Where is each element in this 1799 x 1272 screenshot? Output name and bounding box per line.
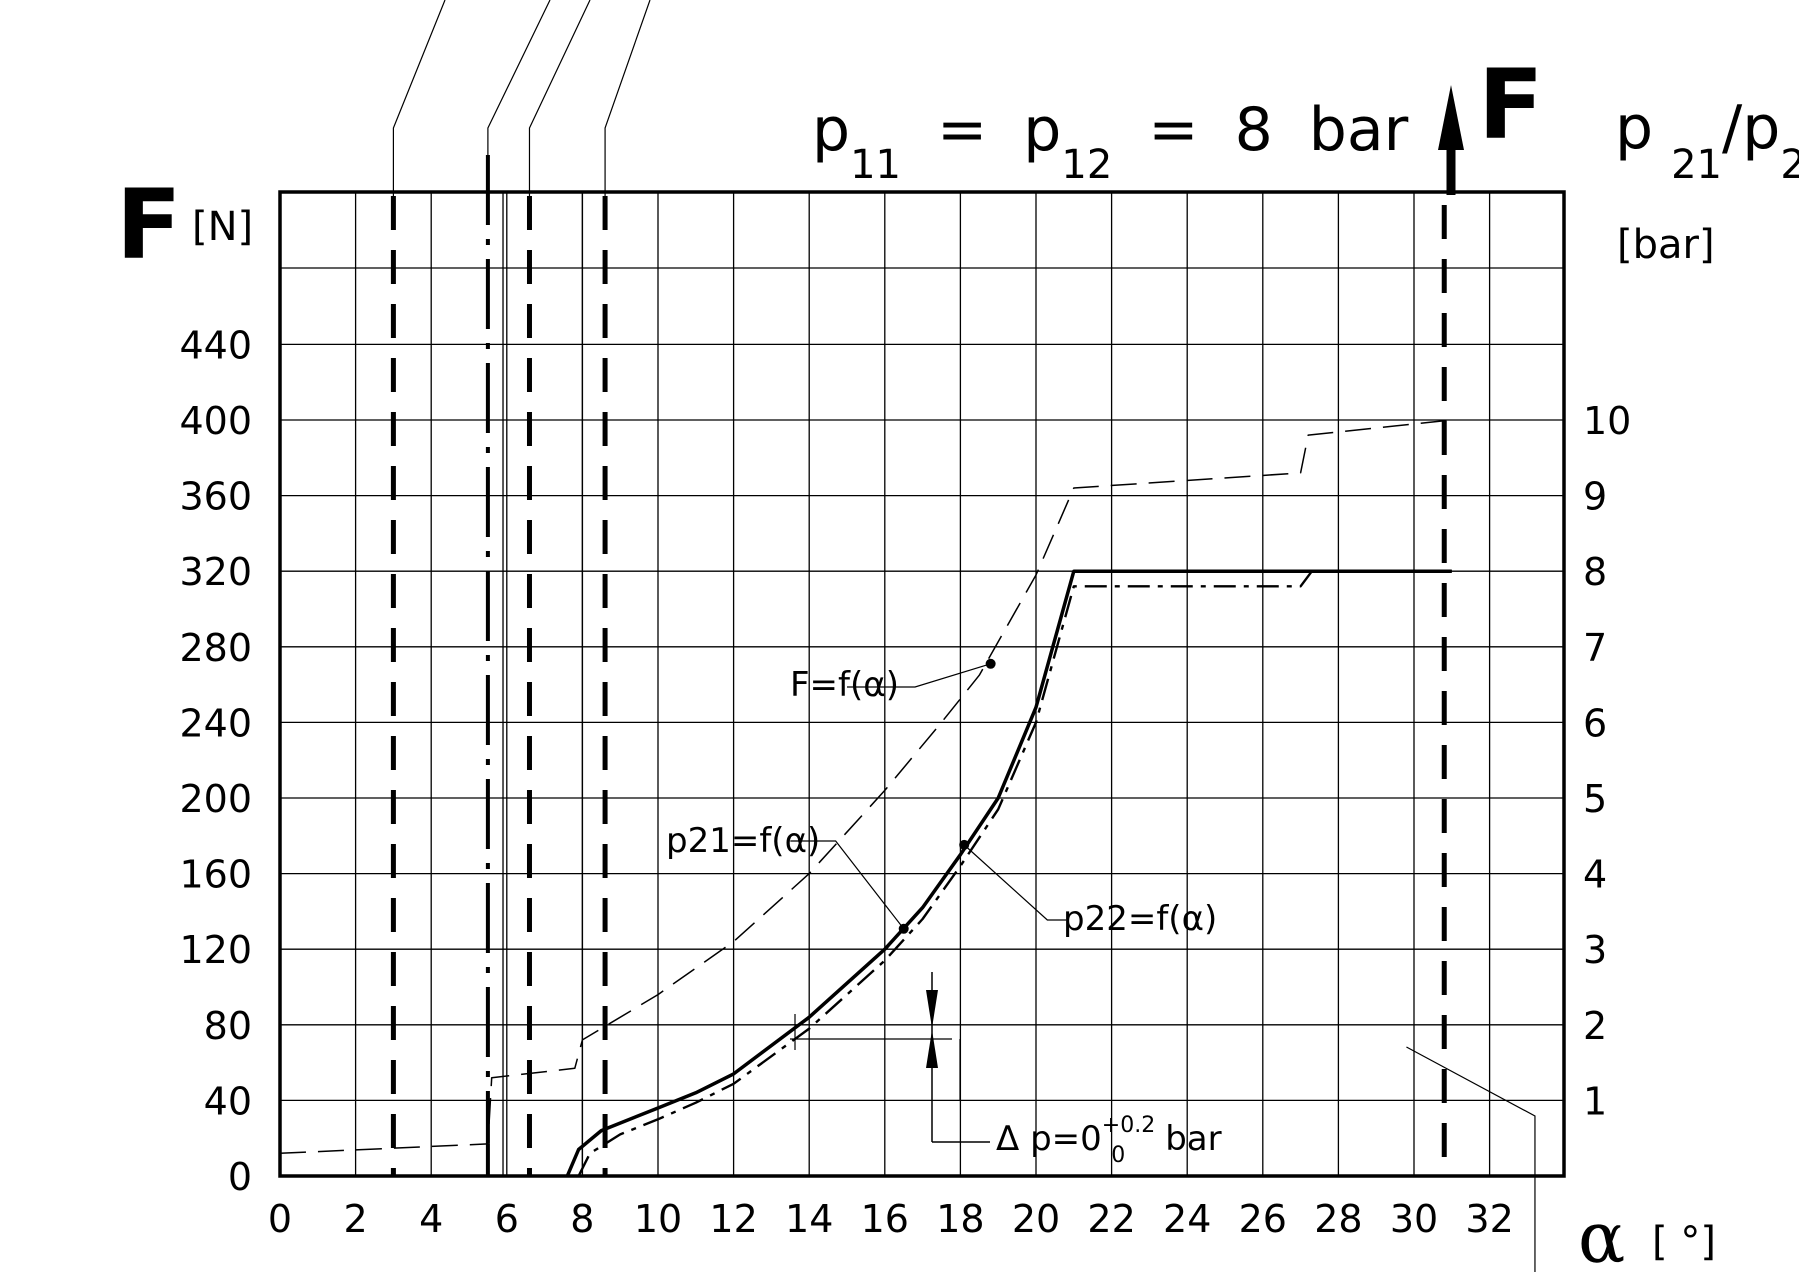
x-tick-18: 18 <box>936 1197 984 1241</box>
series-group <box>280 419 1452 1177</box>
title-sub-a: 11 <box>850 142 901 188</box>
x-tick-24: 24 <box>1163 1197 1211 1241</box>
dot-p21-leader <box>790 840 905 930</box>
right-axis-p: p <box>1615 93 1653 163</box>
left-axis-unit: [N] <box>192 204 253 250</box>
left-tick-80: 80 <box>204 1004 252 1048</box>
x-tick-22: 22 <box>1087 1197 1135 1241</box>
left-axis-symbol: F <box>116 169 182 281</box>
delta-p-label: Δ p=0+0.2 0 bar <box>996 1113 1222 1168</box>
series-dots <box>790 658 1067 934</box>
left-tick-120: 120 <box>179 928 252 972</box>
force-arrow-label: F <box>1478 49 1544 161</box>
left-tick-400: 400 <box>179 399 252 443</box>
right-tick-4: 4 <box>1583 853 1607 897</box>
dot-p22-leader <box>963 844 1067 921</box>
left-tick-440: 440 <box>179 323 252 367</box>
delta-prefix: Δ p=0 <box>996 1119 1102 1159</box>
right-tick-1: 1 <box>1583 1079 1607 1123</box>
title-p-a: p <box>812 95 850 165</box>
delta-sub: 0 <box>1111 1143 1125 1168</box>
grid <box>280 192 1564 1176</box>
label-p21: p21=f(α) <box>666 821 820 861</box>
dot-F <box>985 658 996 669</box>
left-tick-360: 360 <box>179 475 252 519</box>
left-tick-40: 40 <box>204 1079 252 1123</box>
right-axis-sub-2: 2 <box>1780 142 1799 188</box>
x-tick-12: 12 <box>709 1197 757 1241</box>
leader-lines <box>392 0 1536 1272</box>
right-tick-6: 6 <box>1583 701 1607 745</box>
right-tick-2: 2 <box>1583 1004 1607 1048</box>
x-tick-16: 16 <box>861 1197 909 1241</box>
right-axis-unit: [bar] <box>1617 222 1715 268</box>
x-tick-14: 14 <box>785 1197 833 1241</box>
vertical-markers <box>390 155 1447 1176</box>
title-unit: bar <box>1309 95 1409 165</box>
title-eq1: = <box>937 95 987 165</box>
delta-unit: bar <box>1165 1119 1221 1159</box>
right-axis-symbol: p 21/p2 <box>1615 93 1799 188</box>
x-tick-labels: 0 2 4 6 8 10 12 14 16 18 20 22 24 26 28 30 32 <box>268 1197 1514 1241</box>
right-tick-9: 9 <box>1583 475 1607 519</box>
x-tick-8: 8 <box>570 1197 594 1241</box>
series-2 <box>577 570 1452 1177</box>
x-tick-6: 6 <box>495 1197 519 1241</box>
x-tick-4: 4 <box>419 1197 443 1241</box>
x-tick-0: 0 <box>268 1197 292 1241</box>
series-0 <box>280 419 1452 1155</box>
x-tick-32: 32 <box>1465 1197 1513 1241</box>
left-tick-240: 240 <box>179 701 252 745</box>
right-tick-8: 8 <box>1583 550 1607 594</box>
x-axis-unit: [ °] <box>1652 1219 1716 1265</box>
marker-leader-1 <box>487 0 551 196</box>
right-tick-3: 3 <box>1583 928 1607 972</box>
x-tick-30: 30 <box>1390 1197 1438 1241</box>
label-p22: p22=f(α) <box>1063 899 1217 939</box>
x-tick-20: 20 <box>1012 1197 1060 1241</box>
dot-p22 <box>959 839 970 850</box>
x-tick-10: 10 <box>634 1197 682 1241</box>
dot-p21 <box>898 923 909 934</box>
force-arrow <box>1438 85 1464 195</box>
left-tick-200: 200 <box>179 777 252 821</box>
marker-leader-2 <box>528 0 591 196</box>
marker-leader-3 <box>604 0 651 196</box>
right-axis-slash: /p <box>1722 93 1780 163</box>
left-tick-labels: 0 40 80 120 160 200 240 280 320 360 400 440 <box>179 323 252 1199</box>
series-1 <box>565 569 1452 1177</box>
title-p-b: p <box>1023 95 1061 165</box>
title-value: 8 <box>1235 95 1273 165</box>
left-tick-320: 320 <box>179 550 252 594</box>
left-tick-0: 0 <box>228 1155 252 1199</box>
marker-leader-0 <box>392 0 446 196</box>
right-tick-10: 10 <box>1583 399 1631 443</box>
right-tick-7: 7 <box>1583 626 1607 670</box>
delta-sup: +0.2 <box>1102 1113 1155 1138</box>
dot-F-leader <box>847 663 991 688</box>
plot-frame <box>278 190 1566 1178</box>
right-axis-sub-1: 21 <box>1671 142 1722 188</box>
chart-title: p11 = p12 = 8 bar <box>812 95 1409 188</box>
bottom-leader <box>1406 1046 1536 1272</box>
right-tick-labels: 1 2 3 4 5 6 7 8 9 10 <box>1583 399 1631 1123</box>
x-tick-2: 2 <box>344 1197 368 1241</box>
label-F: F=f(α) <box>790 665 899 705</box>
x-tick-28: 28 <box>1314 1197 1362 1241</box>
x-tick-26: 26 <box>1239 1197 1287 1241</box>
left-tick-280: 280 <box>179 626 252 670</box>
title-sub-b: 12 <box>1061 142 1112 188</box>
delta-p-annotation <box>790 972 990 1143</box>
x-axis-symbol: α <box>1578 1197 1625 1272</box>
title-eq2: = <box>1148 95 1198 165</box>
right-tick-5: 5 <box>1583 777 1607 821</box>
left-tick-160: 160 <box>179 853 252 897</box>
